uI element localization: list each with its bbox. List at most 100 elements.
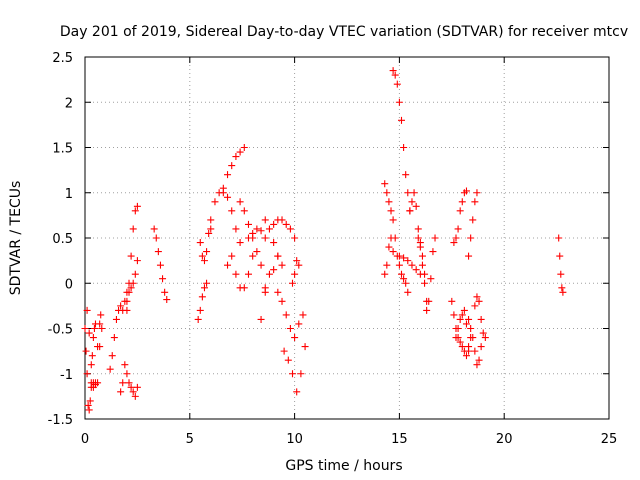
data-point — [161, 288, 169, 296]
data-point — [265, 270, 273, 278]
y-tick-label: 0.5 — [52, 232, 73, 247]
data-point — [458, 198, 466, 206]
series-arc-35 — [555, 234, 567, 296]
series-arc-17 — [261, 216, 286, 269]
series-arc-28 — [423, 234, 439, 314]
data-point — [293, 257, 301, 265]
series-arc-08 — [150, 225, 171, 304]
data-point — [133, 202, 141, 210]
x-tick-label: 0 — [81, 432, 89, 447]
data-point — [462, 187, 470, 195]
data-point — [289, 279, 297, 287]
data-point — [299, 311, 307, 319]
data-point — [462, 320, 470, 328]
x-tick-label: 20 — [496, 432, 513, 447]
data-point — [456, 207, 464, 215]
data-point — [89, 334, 97, 342]
data-point — [196, 306, 204, 314]
series-arc-15 — [244, 225, 269, 242]
data-point — [244, 270, 252, 278]
data-point — [295, 320, 303, 328]
data-point — [278, 261, 286, 269]
data-point — [295, 261, 303, 269]
data-point — [383, 189, 391, 197]
y-tick-label: -0.5 — [48, 323, 73, 338]
data-point — [232, 153, 240, 161]
data-point — [125, 288, 133, 296]
data-point — [458, 343, 466, 351]
data-point — [240, 207, 248, 215]
data-point — [479, 329, 487, 337]
series-arc-06 — [123, 257, 141, 305]
series-arc-23 — [381, 234, 397, 278]
data-point — [117, 302, 125, 310]
data-point — [425, 297, 433, 305]
data-point — [224, 261, 232, 269]
data-point — [280, 347, 288, 355]
data-point — [112, 315, 120, 323]
data-point — [421, 270, 429, 278]
data-point — [278, 297, 286, 305]
data-point — [383, 261, 391, 269]
data-point — [404, 288, 412, 296]
series-arc-30 — [465, 189, 481, 260]
y-tick-label: 1.5 — [52, 142, 73, 157]
data-point — [156, 261, 164, 269]
y-axis-label: SDTVAR / TECUs — [8, 181, 24, 296]
data-point — [448, 297, 456, 305]
series-arc-32 — [452, 306, 473, 355]
data-point — [555, 234, 563, 242]
data-point — [123, 370, 131, 378]
data-point — [236, 148, 244, 156]
data-point — [431, 234, 439, 242]
data-point — [412, 202, 420, 210]
data-point — [86, 397, 94, 405]
data-point — [232, 270, 240, 278]
data-point — [211, 198, 219, 206]
data-point — [117, 388, 125, 396]
data-point — [301, 343, 309, 351]
data-point — [467, 234, 475, 242]
data-point — [121, 361, 129, 369]
data-point — [456, 315, 464, 323]
data-point — [397, 270, 405, 278]
data-point — [423, 306, 431, 314]
data-point — [236, 239, 244, 247]
series-arc-09 — [194, 279, 211, 323]
y-tick-label: 0 — [65, 277, 73, 292]
data-point — [400, 275, 408, 283]
data-point — [232, 225, 240, 233]
data-point — [284, 356, 292, 364]
data-point — [291, 270, 299, 278]
series-arc-29 — [450, 187, 470, 247]
data-point — [450, 239, 458, 247]
data-point — [427, 275, 435, 283]
data-point — [454, 225, 462, 233]
data-point — [282, 311, 290, 319]
y-tick-label: 2.5 — [52, 51, 73, 66]
data-point — [395, 98, 403, 106]
data-point — [414, 234, 422, 242]
x-tick-label: 10 — [286, 432, 303, 447]
data-point — [219, 189, 227, 197]
data-point — [83, 370, 91, 378]
data-point — [452, 234, 460, 242]
series-arc-13 — [224, 252, 257, 292]
data-point — [96, 343, 104, 351]
data-point — [127, 252, 135, 260]
x-tick-label: 5 — [186, 432, 194, 447]
data-point — [456, 338, 464, 346]
data-point — [240, 284, 248, 292]
data-point — [236, 198, 244, 206]
data-point — [481, 334, 489, 342]
data-point — [393, 80, 401, 88]
data-point — [385, 243, 393, 251]
series-arc-07 — [123, 370, 141, 400]
data-point — [402, 279, 410, 287]
data-point — [475, 297, 483, 305]
data-point — [465, 315, 473, 323]
data-point — [291, 234, 299, 242]
data-point — [87, 361, 95, 369]
data-point — [404, 189, 412, 197]
